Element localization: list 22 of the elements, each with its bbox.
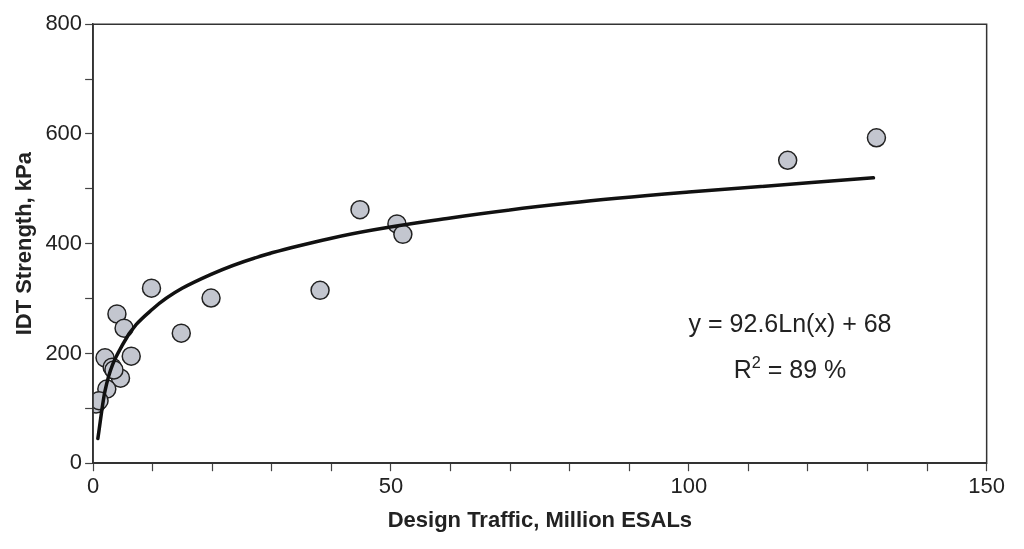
point [141, 278, 162, 298]
x-axis-title: Design Traffic, Million ESALs [387, 506, 693, 532]
point [777, 150, 798, 171]
y-tick-label: 200 [45, 339, 83, 365]
point [393, 224, 413, 245]
y-tick-label: 600 [45, 120, 83, 146]
y-tick-label: 800 [45, 10, 83, 36]
point [171, 323, 192, 343]
point [310, 280, 330, 301]
x-tick-label: 0 [86, 473, 100, 499]
point [107, 304, 127, 324]
point [201, 288, 221, 308]
point [121, 346, 141, 366]
y-tick-label: 400 [45, 229, 83, 255]
point [866, 128, 887, 148]
y-axis-title: IDT Strength, kPa [11, 151, 37, 336]
x-tick-label: 100 [670, 473, 708, 499]
x-tick-label: 150 [968, 473, 1006, 499]
y-tick-label: 0 [69, 449, 83, 475]
point [350, 199, 370, 220]
annotation: y = 92.6Ln(x) + 68 [688, 308, 892, 337]
x-tick-label: 50 [378, 473, 404, 499]
